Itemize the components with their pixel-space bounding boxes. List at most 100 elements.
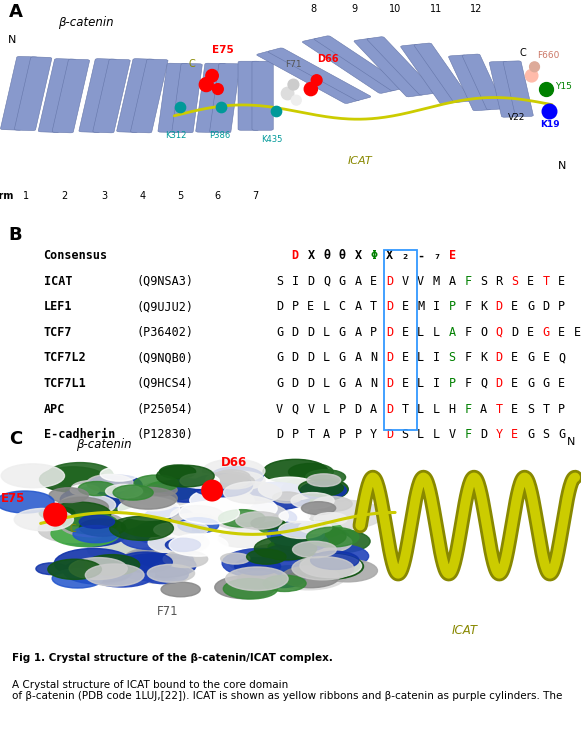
- Circle shape: [80, 519, 125, 537]
- Text: F71: F71: [285, 60, 302, 69]
- Circle shape: [120, 488, 177, 509]
- Text: F: F: [464, 351, 471, 364]
- FancyBboxPatch shape: [503, 61, 533, 117]
- Text: G: G: [527, 300, 534, 313]
- Circle shape: [289, 464, 333, 480]
- Circle shape: [267, 524, 324, 545]
- Text: E: E: [401, 377, 408, 390]
- Text: 3: 3: [102, 191, 107, 201]
- Point: [306, 83, 315, 95]
- FancyBboxPatch shape: [314, 36, 407, 91]
- Text: E: E: [449, 249, 456, 262]
- Circle shape: [146, 484, 177, 496]
- Circle shape: [110, 516, 174, 540]
- Text: ICAT: ICAT: [44, 274, 72, 288]
- Circle shape: [237, 572, 281, 588]
- Text: L: L: [417, 351, 424, 364]
- Point: [289, 79, 298, 91]
- Point: [207, 70, 217, 82]
- Text: P: P: [370, 326, 377, 339]
- Circle shape: [302, 502, 336, 515]
- Circle shape: [209, 496, 277, 521]
- FancyBboxPatch shape: [401, 45, 457, 104]
- Circle shape: [161, 582, 200, 597]
- Text: I: I: [433, 351, 440, 364]
- Text: Y: Y: [370, 428, 377, 441]
- Circle shape: [153, 560, 199, 577]
- FancyBboxPatch shape: [252, 61, 273, 130]
- Text: A: A: [354, 377, 361, 390]
- Text: S: S: [449, 351, 456, 364]
- Text: P: P: [339, 428, 346, 441]
- Text: N: N: [558, 161, 566, 172]
- Text: S: S: [543, 428, 550, 441]
- Circle shape: [224, 482, 282, 504]
- Text: 10: 10: [389, 4, 401, 15]
- Text: D: D: [386, 377, 393, 390]
- Circle shape: [282, 477, 348, 502]
- Text: Consensus: Consensus: [44, 249, 107, 262]
- Point: [175, 101, 185, 112]
- Circle shape: [103, 475, 140, 489]
- Circle shape: [263, 459, 328, 484]
- Circle shape: [145, 480, 197, 500]
- Text: Y: Y: [496, 428, 503, 441]
- Text: E75: E75: [212, 45, 234, 55]
- Text: T: T: [401, 402, 408, 415]
- Text: TCF7L2: TCF7L2: [44, 351, 87, 364]
- Text: E: E: [527, 326, 534, 339]
- Circle shape: [259, 521, 292, 534]
- Text: G: G: [558, 428, 565, 441]
- Text: E: E: [370, 274, 377, 288]
- Text: A: A: [354, 351, 361, 364]
- Circle shape: [228, 548, 296, 574]
- Circle shape: [210, 466, 263, 487]
- Circle shape: [253, 545, 292, 559]
- Circle shape: [124, 548, 193, 574]
- Circle shape: [49, 488, 88, 502]
- Text: S: S: [511, 274, 518, 288]
- Text: A: A: [370, 402, 377, 415]
- Point: [213, 83, 223, 95]
- Text: E: E: [558, 326, 565, 339]
- Text: T: T: [307, 428, 314, 441]
- Text: Y15: Y15: [555, 82, 572, 91]
- Text: V: V: [276, 402, 283, 415]
- Text: P: P: [558, 402, 565, 415]
- Text: G: G: [527, 377, 534, 390]
- Text: ₇: ₇: [433, 249, 440, 262]
- Text: θ: θ: [323, 249, 330, 262]
- Text: 5: 5: [177, 191, 183, 201]
- Circle shape: [308, 500, 383, 529]
- Circle shape: [148, 531, 209, 554]
- Circle shape: [296, 532, 352, 553]
- Circle shape: [268, 539, 309, 555]
- Circle shape: [259, 570, 305, 588]
- Text: E: E: [574, 326, 581, 339]
- Point: [51, 509, 60, 520]
- Circle shape: [196, 477, 253, 499]
- FancyBboxPatch shape: [93, 59, 130, 133]
- FancyBboxPatch shape: [38, 58, 76, 132]
- Circle shape: [282, 566, 339, 588]
- Text: V: V: [449, 428, 456, 441]
- Circle shape: [87, 537, 156, 562]
- Text: 1: 1: [23, 191, 29, 201]
- Text: L: L: [323, 377, 330, 390]
- FancyBboxPatch shape: [238, 61, 259, 130]
- Text: L: L: [433, 428, 440, 441]
- Circle shape: [313, 496, 352, 512]
- Circle shape: [215, 576, 275, 599]
- Text: 2: 2: [61, 191, 67, 201]
- Text: F: F: [464, 402, 471, 415]
- Circle shape: [190, 488, 254, 512]
- Text: Q: Q: [323, 274, 330, 288]
- Circle shape: [36, 563, 67, 575]
- Circle shape: [216, 472, 265, 490]
- Text: E: E: [527, 274, 534, 288]
- Text: G: G: [543, 326, 550, 339]
- Text: S: S: [401, 428, 408, 441]
- Text: L: L: [323, 300, 330, 313]
- Circle shape: [274, 531, 328, 552]
- Circle shape: [69, 558, 127, 580]
